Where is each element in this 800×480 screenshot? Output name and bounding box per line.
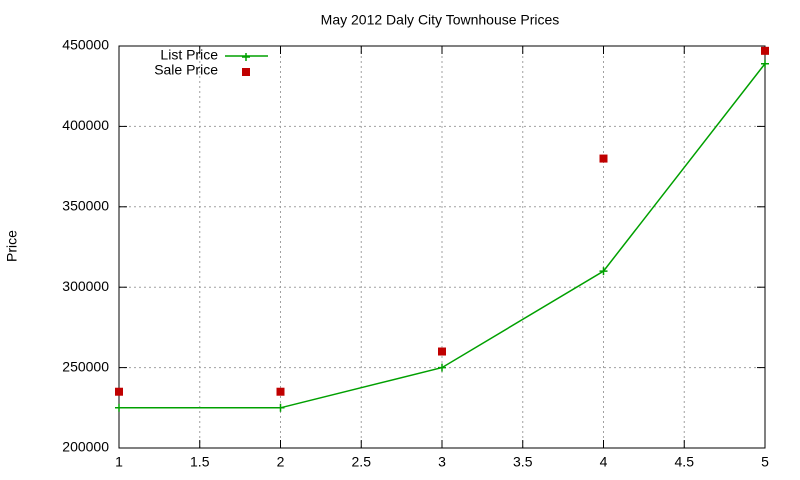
data-point xyxy=(438,363,446,372)
x-tick-label: 2 xyxy=(277,454,285,470)
legend-marker xyxy=(242,53,250,61)
data-point xyxy=(115,387,123,396)
y-axis-label: Price xyxy=(4,230,20,262)
data-point xyxy=(761,59,769,68)
data-point xyxy=(276,403,285,412)
x-tick-label: 3.5 xyxy=(513,454,533,470)
x-tick-label: 2.5 xyxy=(352,454,372,470)
data-point xyxy=(599,154,608,163)
x-tick-label: 5 xyxy=(761,454,769,470)
y-tick-label: 300000 xyxy=(62,278,109,294)
data-point xyxy=(115,403,123,412)
legend-marker xyxy=(242,68,250,76)
legend-label: List Price xyxy=(160,47,218,63)
y-tick-label: 250000 xyxy=(62,358,109,374)
data-point xyxy=(599,267,608,276)
data-point xyxy=(761,46,769,55)
x-tick-label: 1 xyxy=(115,454,123,470)
x-tick-label: 1.5 xyxy=(190,454,210,470)
data-point xyxy=(276,387,285,396)
plot-border xyxy=(118,45,766,449)
x-tick-label: 3 xyxy=(438,454,446,470)
data-point xyxy=(438,347,446,356)
x-tick-label: 4 xyxy=(600,454,608,470)
y-tick-label: 350000 xyxy=(62,198,109,214)
chart-title: May 2012 Daly City Townhouse Prices xyxy=(321,12,560,28)
y-tick-label: 200000 xyxy=(62,439,109,455)
x-tick-label: 4.5 xyxy=(675,454,695,470)
legend-label: Sale Price xyxy=(154,62,218,78)
y-tick-label: 400000 xyxy=(62,117,109,133)
y-tick-label: 450000 xyxy=(62,37,109,53)
